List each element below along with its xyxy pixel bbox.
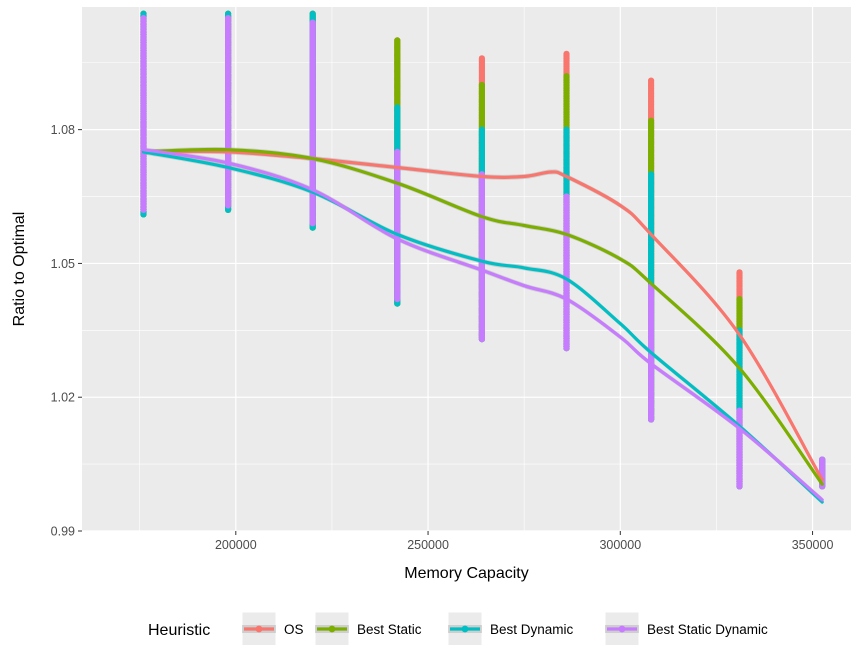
smooth-line [141,150,824,504]
y-tick-label: 1.05 [51,257,75,271]
legend-title: Heuristic [148,622,210,639]
data-point [648,416,655,423]
x-tick-label: 250000 [407,538,449,552]
x-axis-ticks: 200000 250000 300000 350000 [215,531,834,552]
data-point [140,206,147,213]
minor-gridlines [82,7,851,531]
y-tick-label: 1.08 [51,123,75,137]
legend-key-point [255,625,263,633]
data-point [140,211,147,218]
data-point [394,300,401,307]
data-point [225,206,232,213]
legend-label: Best Static [357,622,422,637]
legend-key-point [328,625,336,633]
legend-label: Best Static Dynamic [647,622,768,637]
data-point [819,483,826,490]
data-point [394,296,401,303]
smooth-line [141,147,824,486]
y-axis-title: Ratio to Optimal [11,212,28,327]
plot-panel [82,7,851,531]
x-tick-label: 200000 [215,538,257,552]
legend-label: OS [284,622,304,637]
x-tick-label: 300000 [599,538,641,552]
major-gridlines [82,7,851,532]
smooth-lines [141,147,824,504]
data-point [309,224,316,231]
data-points [140,10,826,490]
smooth-line [141,148,824,502]
y-axis-ticks: 0.99 1.02 1.05 1.08 [51,123,82,539]
legend-key-point [618,625,626,633]
data-point [736,483,743,490]
x-axis-title: Memory Capacity [404,565,528,582]
legend-label: Best Dynamic [490,622,574,637]
legend-key-point [461,625,469,633]
x-tick-label: 350000 [792,538,834,552]
data-point [309,220,316,227]
y-tick-label: 0.99 [51,525,75,539]
legend: Heuristic OS Best Static Best Dynamic Best … [148,611,768,645]
data-point [225,202,232,209]
data-point [478,336,485,343]
data-point [563,345,570,352]
y-tick-label: 1.02 [51,391,75,405]
